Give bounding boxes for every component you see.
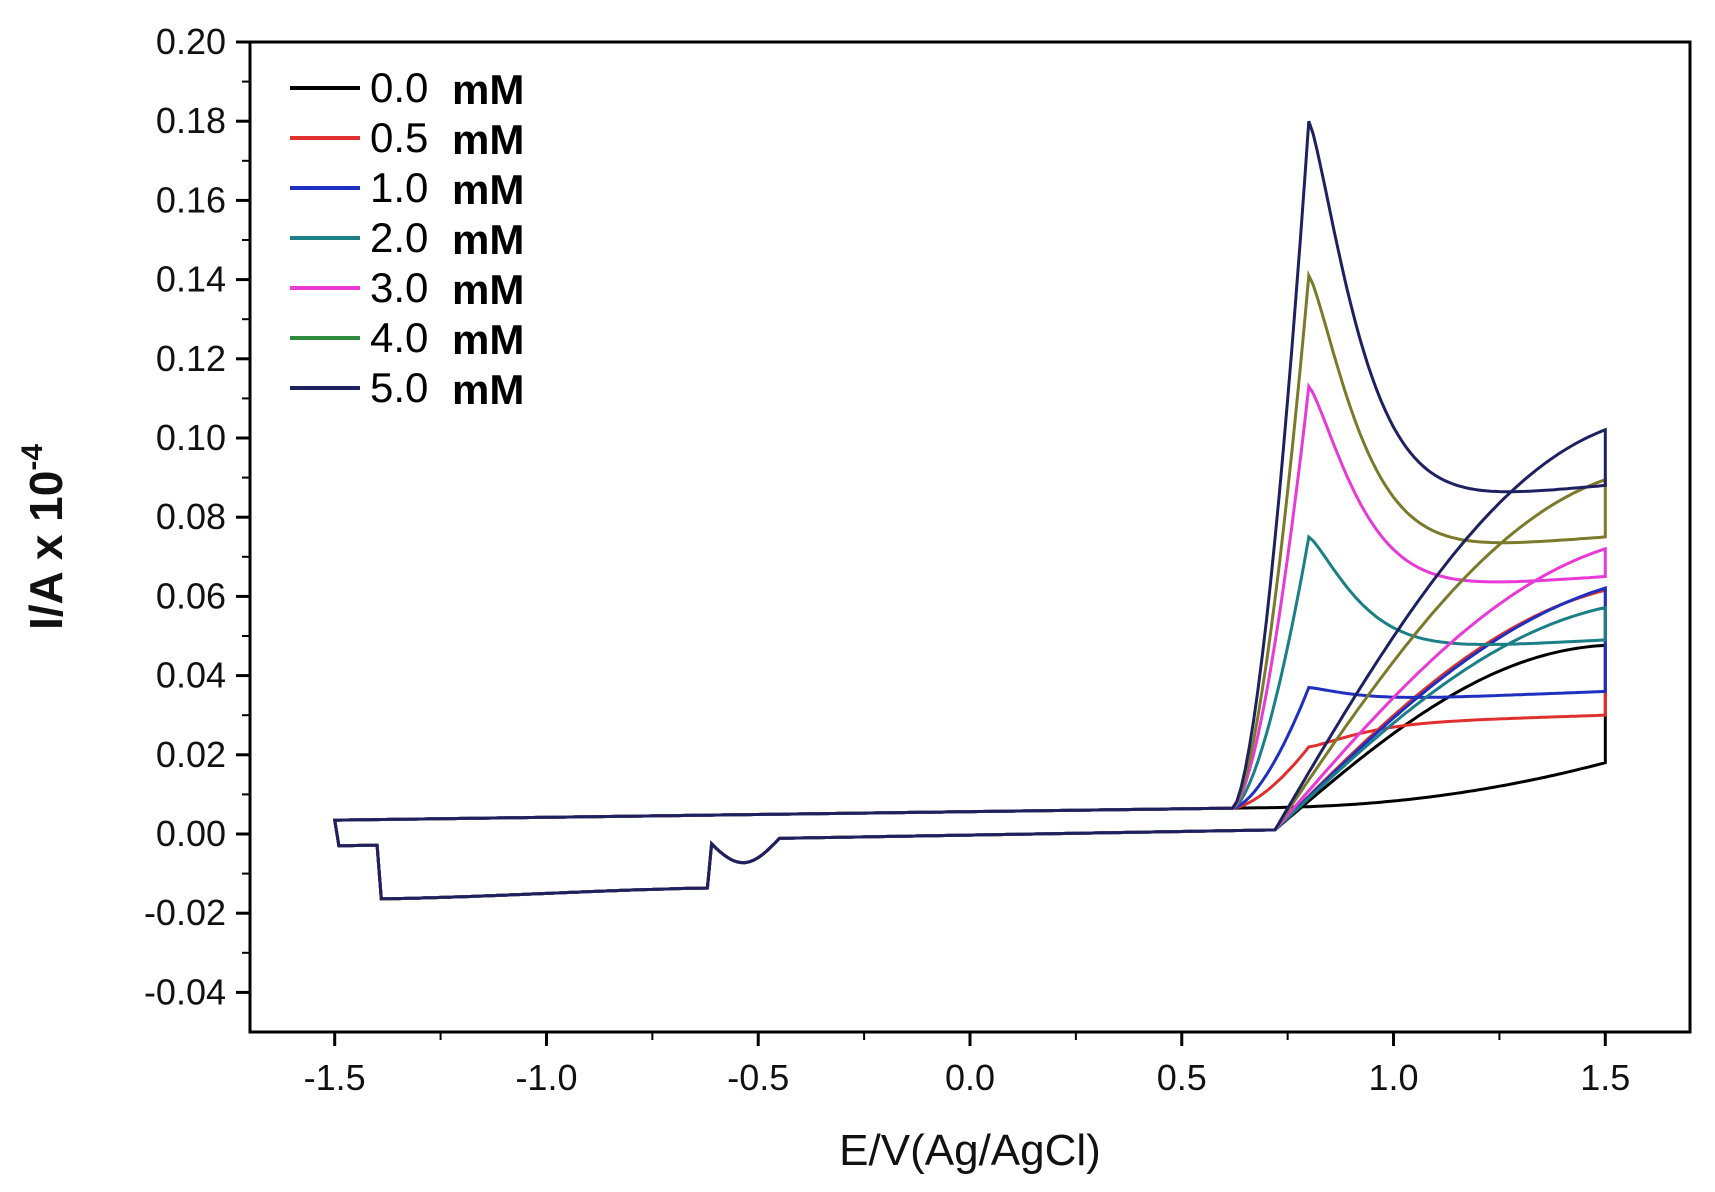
y-tick-label: 0.08 — [156, 496, 226, 537]
legend-label: 2.0 — [370, 214, 428, 261]
legend-label: 0.5 — [370, 114, 428, 161]
legend-unit: mM — [452, 266, 524, 313]
x-tick-label: -1.0 — [515, 1057, 577, 1098]
y-axis-title: I/A x 10-4 — [16, 444, 72, 630]
x-tick-label: 0.5 — [1157, 1057, 1207, 1098]
y-axis-title-group: I/A x 10-4 — [16, 444, 72, 630]
legend-label: 4.0 — [370, 314, 428, 361]
x-tick-label: -1.5 — [304, 1057, 366, 1098]
legend-unit: mM — [452, 366, 524, 413]
series-line-0.0 — [332, 643, 1607, 901]
x-tick-label: -0.5 — [727, 1057, 789, 1098]
y-tick-label: -0.02 — [144, 892, 226, 933]
series-group — [332, 120, 1607, 901]
y-axis-title-main: I/A x 10 — [20, 471, 72, 630]
legend-label: 0.0 — [370, 64, 428, 111]
x-axis-title: E/V(Ag/AgCl) — [839, 1126, 1101, 1175]
axis-ticks: -1.5 -1.0 -0.5 0.0 0.5 1.0 1.5-0.04-0.020.000.… — [144, 21, 1630, 1098]
y-tick-label: 0.14 — [156, 259, 226, 300]
y-tick-label: 0.02 — [156, 734, 226, 775]
legend-label: 5.0 — [370, 364, 428, 411]
legend: 0.0 mM 0.5 mM 1.0 mM 2.0 mM 3.0 mM 4.0 mM 5.0 mM — [290, 64, 524, 413]
y-tick-label: 0.04 — [156, 655, 226, 696]
series-line-5.0 — [332, 120, 1607, 901]
y-axis-title-exponent: -4 — [16, 444, 49, 471]
x-tick-label: 0.0 — [945, 1057, 995, 1098]
legend-unit: mM — [452, 316, 524, 363]
y-tick-label: 0.16 — [156, 179, 226, 220]
y-tick-label: 0.18 — [156, 100, 226, 141]
y-tick-label: -0.04 — [144, 971, 226, 1012]
legend-unit: mM — [452, 166, 524, 213]
legend-label: 1.0 — [370, 164, 428, 211]
series-line-4.0 — [332, 269, 1607, 901]
legend-unit: mM — [452, 216, 524, 263]
y-tick-label: 0.20 — [156, 21, 226, 62]
y-tick-label: 0.10 — [156, 417, 226, 458]
y-tick-label: 0.00 — [156, 813, 226, 854]
y-tick-label: 0.06 — [156, 575, 226, 616]
x-tick-label: 1.0 — [1369, 1057, 1419, 1098]
legend-unit: mM — [452, 66, 524, 113]
legend-label: 3.0 — [370, 264, 428, 311]
series-line-3.0 — [332, 382, 1607, 901]
x-tick-label: 1.5 — [1580, 1057, 1630, 1098]
legend-unit: mM — [452, 116, 524, 163]
y-tick-label: 0.12 — [156, 338, 226, 379]
